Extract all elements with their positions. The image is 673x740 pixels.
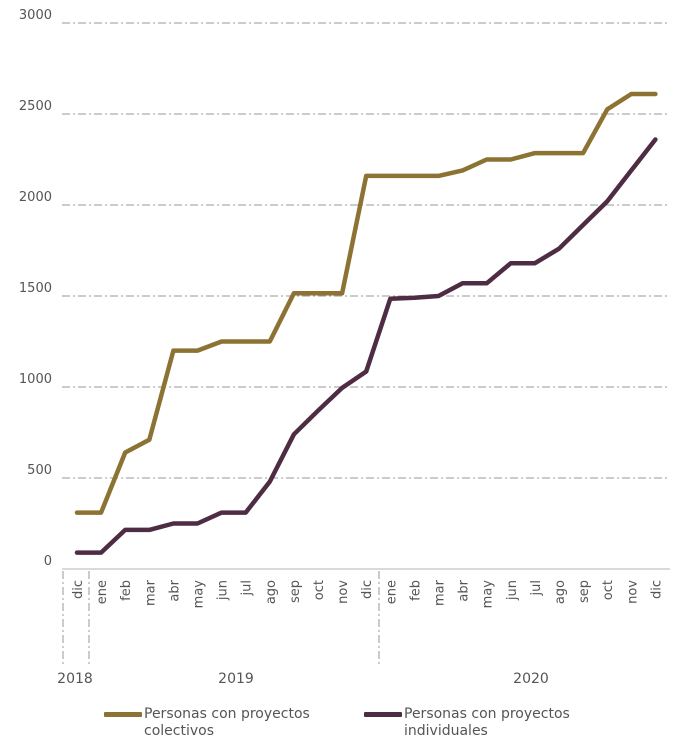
x-tick-label: oct (312, 580, 327, 600)
x-axis-month-labels: dic ene feb mar abr may jun jul ago sep oct nov dic e… (71, 579, 664, 608)
x-tick-label: feb (119, 580, 134, 601)
x-tick-label: dic (360, 580, 375, 599)
x-tick-label: sep (288, 580, 303, 603)
x-year-label: 2018 (57, 671, 93, 687)
x-tick-label: sep (577, 580, 592, 603)
legend-item-colectivos: Personas con proyectos colectivos (104, 706, 354, 740)
x-tick-label: abr (167, 579, 182, 601)
x-tick-label: mar (143, 579, 158, 606)
x-tick-label: jul (529, 580, 544, 596)
x-year-label: 2019 (218, 671, 254, 687)
series-lines (74, 91, 658, 555)
x-tick-label: dic (649, 580, 664, 599)
gridlines (62, 22, 670, 570)
x-tick-label: ago (264, 580, 279, 604)
legend-swatch-colectivos (104, 712, 142, 717)
y-tick-label: 500 (27, 463, 52, 478)
y-axis-tick-labels: 0 500 1000 1500 2000 2500 3000 (19, 8, 52, 569)
y-tick-label: 2500 (19, 99, 52, 114)
y-tick-label: 0 (44, 554, 52, 569)
x-tick-label: nov (625, 580, 640, 604)
series-line-colectivos (74, 91, 658, 515)
series-line-individuales (74, 137, 658, 555)
x-tick-label: ene (95, 580, 110, 604)
x-tick-label: ene (384, 580, 399, 604)
y-tick-label: 1500 (19, 281, 52, 296)
x-axis-year-labels: 2018 2019 2020 (57, 671, 549, 687)
x-year-label: 2020 (513, 671, 549, 687)
x-tick-label: may (481, 580, 496, 609)
x-tick-label: jun (216, 580, 231, 601)
x-tick-label: ago (553, 580, 568, 604)
legend-label-colectivos: Personas con proyectos colectivos (144, 706, 310, 739)
legend-item-individuales: Personas con proyectos individuales (364, 706, 614, 740)
y-tick-label: 3000 (19, 8, 52, 23)
x-tick-label: dic (71, 580, 86, 599)
y-tick-label: 2000 (19, 190, 52, 205)
x-tick-label: jun (505, 580, 520, 601)
x-tick-label: abr (457, 579, 472, 601)
x-tick-label: feb (408, 580, 423, 601)
x-tick-label: nov (336, 580, 351, 604)
x-tick-label: may (192, 580, 207, 609)
legend-label-individuales: Personas con proyectos individuales (404, 706, 570, 739)
x-tick-label: jul (240, 580, 255, 596)
x-tick-label: mar (433, 579, 448, 606)
x-tick-label: oct (601, 580, 616, 600)
y-tick-label: 1000 (19, 372, 52, 387)
legend-swatch-individuales (364, 712, 402, 717)
